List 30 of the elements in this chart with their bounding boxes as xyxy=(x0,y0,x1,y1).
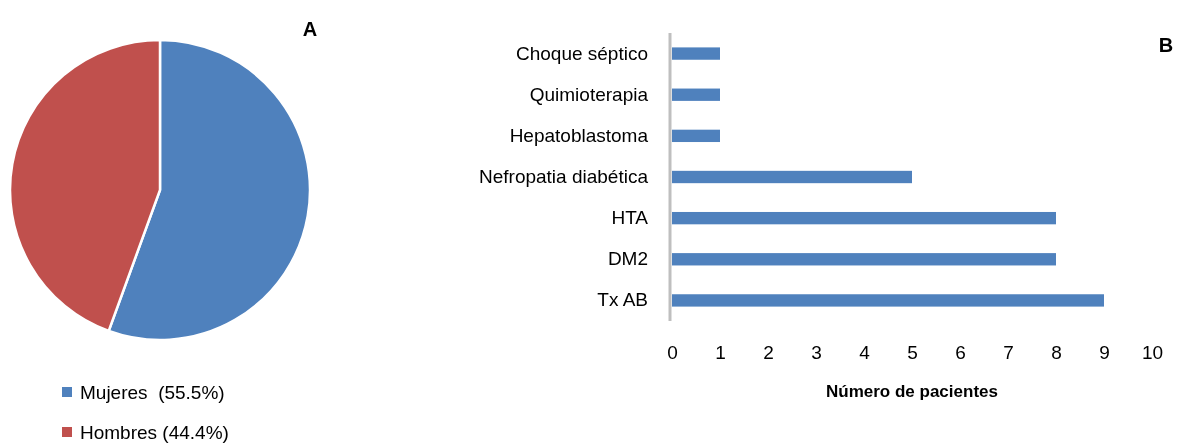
x-tick-label: 0 xyxy=(667,342,678,364)
legend-label: Hombres (44.4%) xyxy=(80,422,229,443)
y-tick-label: Nefropatia diabética xyxy=(479,166,649,187)
y-tick-label: Choque séptico xyxy=(515,42,648,64)
bar xyxy=(672,253,1056,266)
y-tick-label: Tx AB xyxy=(597,289,648,311)
bar xyxy=(672,129,720,143)
y-tick-label: Hepatoblastoma xyxy=(509,124,649,146)
bar xyxy=(672,47,720,60)
y-tick-label: DM2 xyxy=(607,248,648,270)
x-tick-label: 6 xyxy=(955,342,966,364)
x-tick-label: 7 xyxy=(1003,342,1014,364)
x-tick-label: 4 xyxy=(859,342,871,364)
bar xyxy=(672,170,912,184)
x-tick-label: 8 xyxy=(1051,342,1062,364)
x-tick-label: 3 xyxy=(811,342,822,364)
chart-title: B xyxy=(1158,34,1174,56)
bar xyxy=(672,88,720,101)
x-axis-title: Número de pacientes xyxy=(826,382,998,401)
bar xyxy=(672,211,1056,225)
bar xyxy=(672,294,1104,307)
chart-title: A xyxy=(302,18,318,40)
legend-label: Mujeres (55.5%) xyxy=(80,382,225,403)
y-tick-label: Quimioterapia xyxy=(529,83,649,105)
x-tick-label: 9 xyxy=(1099,342,1110,364)
y-tick-label: HTA xyxy=(611,207,649,229)
x-tick-label: 2 xyxy=(763,342,774,364)
x-tick-label: 10 xyxy=(1141,342,1164,364)
x-tick-label: 1 xyxy=(715,342,726,364)
x-tick-label: 5 xyxy=(907,342,918,364)
